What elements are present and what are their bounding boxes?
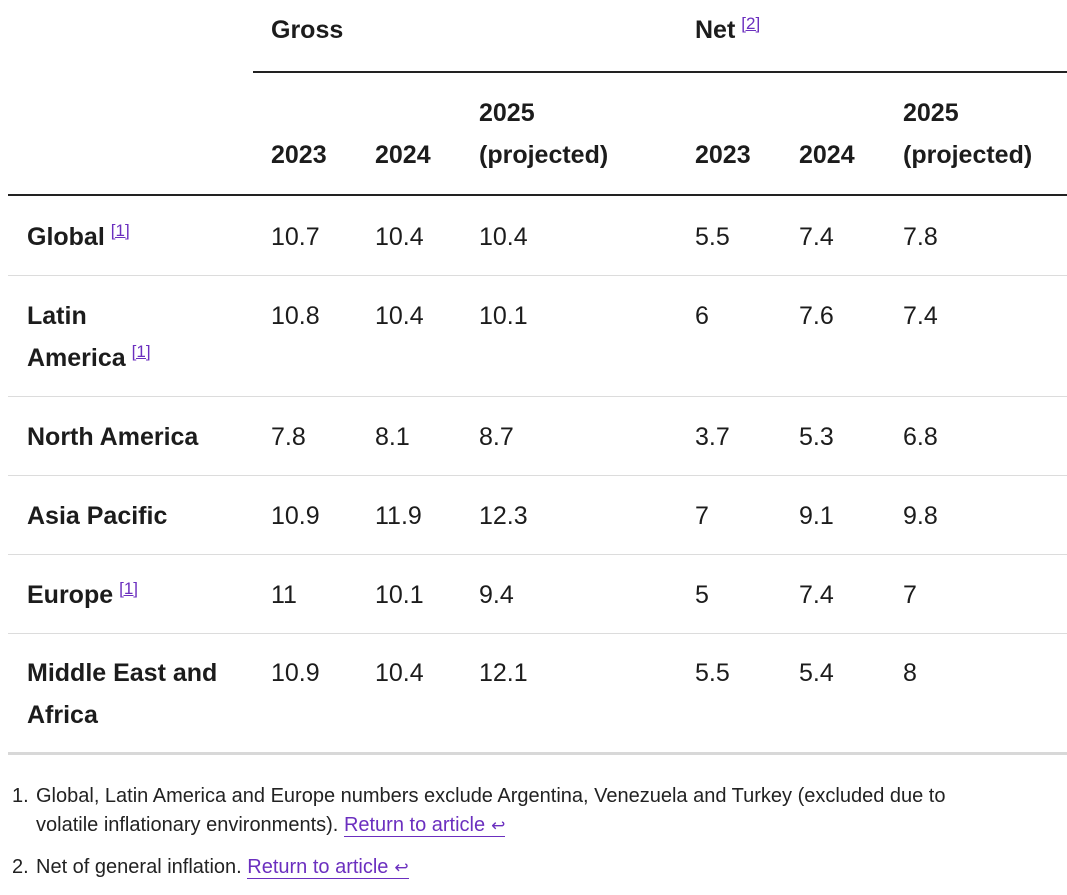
return-to-article-link[interactable]: Return to article ↩ <box>343 814 506 837</box>
group-header-rule <box>253 71 1067 73</box>
table-row: Middle East and Africa 10.9 10.4 12.1 5.… <box>8 634 1067 755</box>
footnote-item: 1. Global, Latin America and Europe numb… <box>12 782 1052 840</box>
cell-net-2025: 9.8 <box>903 502 938 530</box>
cell-net-2024: 5.3 <box>799 423 834 451</box>
group-net-label: Net <box>695 16 736 44</box>
row-label: Middle East and Africa <box>27 659 218 729</box>
cell-gross-2024: 8.1 <box>375 423 410 451</box>
col-net-2025-note: (projected) <box>903 141 1033 169</box>
cell-gross-2023: 10.9 <box>271 502 320 530</box>
col-gross-2023: 2023 <box>271 141 327 169</box>
cell-gross-2025: 12.3 <box>479 502 528 530</box>
cell-gross-2024: 11.9 <box>375 502 422 530</box>
return-arrow-icon: ↩ <box>491 816 506 835</box>
col-net-2025-year: 2025 <box>903 99 959 127</box>
row-label: Global [1] <box>27 220 130 251</box>
group-header-net: Net [2] <box>695 13 761 45</box>
table-row: Global [1] 10.7 10.4 10.4 5.5 7.4 7.8 <box>8 196 1067 276</box>
footnote-item: 2. Net of general inflation. Return to a… <box>12 853 1052 882</box>
cell-net-2025: 6.8 <box>903 423 938 451</box>
cell-net-2023: 3.7 <box>695 423 730 451</box>
footnote-number: 1. <box>12 785 29 807</box>
col-net-2023: 2023 <box>695 141 751 169</box>
cell-net-2023: 5.5 <box>695 223 730 251</box>
footnotes: 1. Global, Latin America and Europe numb… <box>12 782 1052 895</box>
cell-gross-2024: 10.1 <box>375 581 424 609</box>
return-arrow-icon: ↩ <box>394 858 409 877</box>
col-gross-2025: 2025 (projected) <box>479 92 608 176</box>
footnote-text: volatile inflationary environments). <box>36 814 339 836</box>
cell-gross-2023: 11 <box>271 581 297 609</box>
col-gross-2025-year: 2025 <box>479 99 535 127</box>
cell-gross-2025: 10.4 <box>479 223 528 251</box>
cell-net-2024: 7.4 <box>799 581 834 609</box>
footnote-ref[interactable]: [1] <box>119 578 139 598</box>
cell-net-2024: 5.4 <box>799 659 834 687</box>
table-row: Europe [1] 11 10.1 9.4 5 7.4 7 <box>8 555 1067 634</box>
col-net-2025: 2025 (projected) <box>903 92 1032 176</box>
cell-net-2023: 7 <box>695 502 709 530</box>
footnote-number: 2. <box>12 856 29 878</box>
cell-net-2025: 8 <box>903 659 917 687</box>
cell-gross-2024: 10.4 <box>375 659 424 687</box>
row-label: Latin America [1] <box>27 302 151 372</box>
cell-gross-2025: 8.7 <box>479 423 514 451</box>
cell-net-2023: 5 <box>695 581 709 609</box>
header-rule <box>8 194 1067 196</box>
footnote-ref[interactable]: [1] <box>131 341 151 361</box>
table-row: Latin America [1] 10.8 10.4 10.1 6 7.6 7.… <box>8 276 1067 397</box>
cell-gross-2025: 12.1 <box>479 659 528 687</box>
row-label: Asia Pacific <box>27 502 168 530</box>
footnote-text: Global, Latin America and Europe numbers… <box>36 785 946 807</box>
cell-net-2023: 5.5 <box>695 659 730 687</box>
col-net-2024: 2024 <box>799 141 855 169</box>
row-label: North America <box>27 423 199 451</box>
cell-gross-2024: 10.4 <box>375 302 424 330</box>
table-row: Asia Pacific 10.9 11.9 12.3 7 9.1 9.8 <box>8 476 1067 555</box>
footnote-text: Net of general inflation. <box>36 856 242 878</box>
cell-gross-2023: 7.8 <box>271 423 306 451</box>
cell-gross-2025: 10.1 <box>479 302 528 330</box>
cell-gross-2023: 10.8 <box>271 302 320 330</box>
cell-net-2023: 6 <box>695 302 709 330</box>
cell-net-2025: 7.8 <box>903 223 938 251</box>
net-footnote-ref[interactable]: [2] <box>741 13 761 33</box>
group-header-gross: Gross <box>271 16 343 45</box>
cell-gross-2023: 10.9 <box>271 659 320 687</box>
cell-net-2024: 7.4 <box>799 223 834 251</box>
cell-net-2025: 7 <box>903 581 917 609</box>
row-label: Europe [1] <box>27 578 139 609</box>
cell-net-2024: 7.6 <box>799 302 834 330</box>
cell-net-2024: 9.1 <box>799 502 834 530</box>
cell-gross-2023: 10.7 <box>271 223 320 251</box>
return-to-article-link[interactable]: Return to article ↩ <box>247 856 409 879</box>
col-gross-2024: 2024 <box>375 141 431 169</box>
col-gross-2025-note: (projected) <box>479 141 609 169</box>
cell-gross-2025: 9.4 <box>479 581 514 609</box>
table-row: North America 7.8 8.1 8.7 3.7 5.3 6.8 <box>8 397 1067 476</box>
cell-net-2025: 7.4 <box>903 302 938 330</box>
cell-gross-2024: 10.4 <box>375 223 424 251</box>
group-gross-label: Gross <box>271 16 344 44</box>
footnote-ref[interactable]: [1] <box>110 220 130 240</box>
